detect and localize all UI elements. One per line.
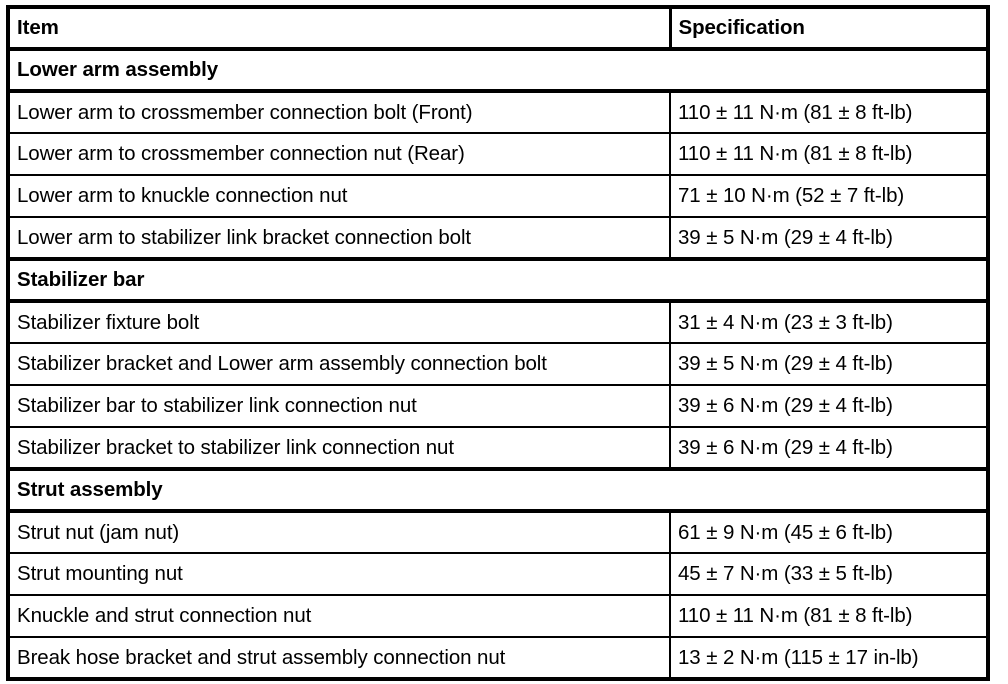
cell-item: Stabilizer fixture bolt [8, 301, 671, 343]
table-row: Lower arm to knuckle connection nut 71 ± … [8, 174, 988, 217]
section-heading-row: Stabilizer bar [8, 257, 988, 303]
table-row: Strut mounting nut 45 ± 7 N·m (33 ± 5 ft-… [8, 552, 988, 595]
cell-item: Lower arm to stabilizer link bracket con… [8, 216, 671, 259]
cell-specification: 110 ± 11 N·m (81 ± 8 ft-lb) [678, 100, 913, 124]
cell-specification: 39 ± 6 N·m (29 ± 4 ft-lb) [670, 426, 988, 469]
cell-item: Stabilizer bracket to stabilizer link co… [8, 426, 671, 469]
table-row: Lower arm to stabilizer link bracket con… [8, 216, 988, 259]
table-row: Stabilizer bar to stabilizer link connec… [8, 384, 988, 427]
cell-item: Break hose bracket and strut assembly co… [8, 636, 671, 679]
cell-item: Lower arm to crossmember connection bolt… [8, 91, 671, 133]
table-row: Stabilizer fixture bolt 31 ± 4 N·m (23 ± … [8, 301, 988, 343]
section-heading-row: Lower arm assembly [8, 47, 988, 93]
cell-specification: 61 ± 9 N·m (45 ± 6 ft-lb) [678, 520, 893, 544]
section-heading-row: Strut assembly [8, 467, 988, 513]
spec-table-container: Item Specification Lower arm assembly Lower… [6, 5, 990, 681]
cell-specification: 45 ± 7 N·m (33 ± 5 ft-lb) [670, 552, 988, 595]
column-header-item: Item [8, 7, 672, 49]
cell-item: Lower arm to knuckle connection nut [8, 174, 671, 217]
cell-item: Stabilizer bar to stabilizer link connec… [8, 384, 671, 427]
table-row: Stabilizer bracket and Lower arm assembl… [8, 342, 988, 385]
cell-item: Stabilizer bracket and Lower arm assembl… [8, 342, 671, 385]
table-row: Strut nut (jam nut) 61 ± 9 N·m (45 ± 6 ft… [8, 511, 988, 553]
cell-specification: 71 ± 10 N·m (52 ± 7 ft-lb) [670, 174, 988, 217]
cell-item: Strut mounting nut [8, 552, 671, 595]
table-header-row: Item Specification [8, 7, 988, 49]
cell-specification: 39 ± 5 N·m (29 ± 4 ft-lb) [670, 216, 988, 259]
cell-item: Knuckle and strut connection nut [8, 594, 671, 637]
table-row: Lower arm to crossmember connection bolt… [8, 91, 988, 133]
table-row: Lower arm to crossmember connection nut … [8, 132, 988, 175]
cell-specification: 110 ± 11 N·m (81 ± 8 ft-lb) [670, 594, 988, 637]
torque-specification-table: Item Specification Lower arm assembly Lower… [6, 5, 990, 681]
cell-item: Lower arm to crossmember connection nut … [8, 132, 671, 175]
cell-specification: 110 ± 11 N·m (81 ± 8 ft-lb) [670, 132, 988, 175]
section-heading-label: Stabilizer bar [8, 257, 988, 303]
cell-specification: 31 ± 4 N·m (23 ± 3 ft-lb) [678, 310, 893, 334]
section-heading-label: Strut assembly [8, 467, 988, 513]
table-body: Item Specification Lower arm assembly Lower… [8, 7, 988, 679]
column-header-specification: Specification [678, 16, 805, 40]
cell-specification: 39 ± 6 N·m (29 ± 4 ft-lb) [670, 384, 988, 427]
section-heading-label: Lower arm assembly [8, 47, 988, 93]
table-row: Knuckle and strut connection nut 110 ± 11… [8, 594, 988, 637]
table-row: Break hose bracket and strut assembly co… [8, 636, 988, 679]
table-row: Stabilizer bracket to stabilizer link co… [8, 426, 988, 469]
cell-specification: 39 ± 5 N·m (29 ± 4 ft-lb) [670, 342, 988, 385]
cell-specification: 13 ± 2 N·m (115 ± 17 in-lb) [670, 636, 988, 679]
cell-item: Strut nut (jam nut) [8, 511, 671, 553]
